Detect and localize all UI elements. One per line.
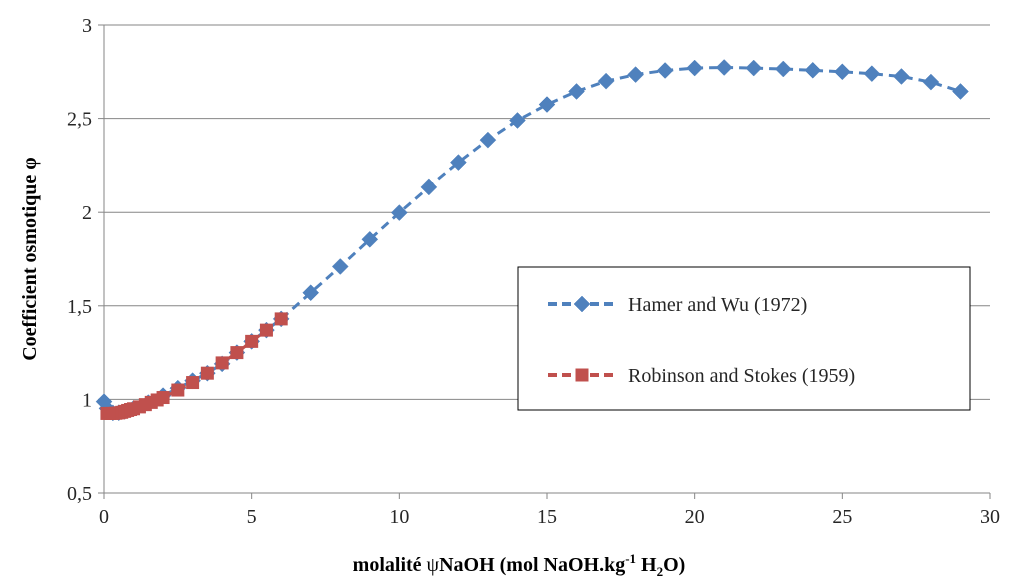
x-tick-label: 20: [685, 506, 705, 528]
data-point-diamond: [331, 258, 349, 275]
x-axis-title-after-sup: H: [636, 554, 657, 576]
legend-item-1: Hamer and Wu (1972): [548, 294, 807, 316]
y-tick-label: 1,5: [67, 296, 92, 318]
legend: Hamer and Wu (1972) Robinson and Stokes (…: [517, 266, 971, 411]
x-axis-title-prefix: molalité: [353, 554, 427, 576]
data-point-square: [245, 334, 259, 348]
x-axis-title-symbol: ψ: [427, 554, 440, 576]
y-tick-label: 0,5: [67, 483, 92, 505]
y-axis-ticks: 0,5 1 1,5 2 2,5 3: [67, 15, 104, 505]
data-point-diamond: [656, 62, 674, 79]
data-point-diamond: [390, 204, 408, 221]
y-tick-label: 2: [82, 202, 92, 224]
legend-box: [517, 266, 971, 411]
data-point-diamond: [450, 154, 467, 171]
legend-item-2: Robinson and Stokes (1959): [548, 365, 855, 387]
x-axis-title-sup: -1: [625, 551, 636, 566]
x-tick-label: 30: [980, 506, 1000, 528]
data-point-square: [259, 323, 273, 337]
legend-swatch-marker: [575, 368, 589, 382]
y-tick-label: 2,5: [67, 109, 92, 131]
x-axis-title-sub: 2: [657, 564, 664, 579]
plot-series: [95, 59, 969, 422]
data-point-diamond: [833, 63, 851, 81]
x-tick-label: 15: [537, 506, 557, 528]
legend-label: Robinson and Stokes (1959): [628, 365, 855, 387]
data-point-square: [200, 366, 214, 380]
y-axis-title: Coefficient osmotique φ: [19, 157, 41, 361]
x-axis-title-middle: NaOH (mol NaOH.kg: [439, 554, 625, 576]
x-tick-label: 0: [99, 506, 109, 528]
data-point-square: [230, 346, 244, 360]
data-point-diamond: [745, 59, 763, 77]
data-point-diamond: [597, 72, 615, 90]
legend-items: Hamer and Wu (1972) Robinson and Stokes (…: [548, 294, 855, 387]
data-point-diamond: [686, 59, 704, 77]
x-axis-ticks: 0 5 10 15 20 25 30: [99, 493, 1000, 528]
data-point-diamond: [922, 73, 940, 91]
y-tick-label: 3: [82, 15, 92, 37]
data-point-diamond: [715, 59, 733, 76]
x-tick-label: 5: [247, 506, 257, 528]
data-point-diamond: [568, 83, 585, 100]
data-point-diamond: [863, 65, 881, 83]
y-tick-label: 1: [82, 389, 92, 411]
legend-swatch-marker: [573, 295, 591, 313]
data-point-diamond: [420, 178, 438, 196]
data-point-square: [186, 376, 200, 390]
data-point-diamond: [804, 61, 822, 79]
x-axis-title-end: O): [663, 554, 685, 576]
x-tick-label: 10: [389, 506, 409, 528]
data-point-diamond: [302, 284, 320, 302]
data-point-diamond: [361, 230, 379, 248]
legend-label: Hamer and Wu (1972): [628, 294, 807, 316]
data-point-square: [274, 312, 288, 326]
data-point-diamond: [774, 60, 792, 78]
data-point-square: [171, 383, 185, 397]
data-point-diamond: [479, 131, 497, 149]
data-point-diamond: [627, 66, 644, 83]
x-axis-title: molalité ψNaOH (mol NaOH.kg-1 H2O): [353, 551, 686, 579]
data-point-square: [156, 391, 170, 405]
data-point-diamond: [952, 83, 969, 100]
data-point-diamond: [509, 112, 526, 129]
series-2: [100, 312, 288, 420]
series-line: [102, 65, 961, 415]
data-point-square: [215, 356, 229, 370]
x-tick-label: 25: [832, 506, 852, 528]
data-point-diamond: [538, 96, 556, 113]
data-point-diamond: [893, 68, 910, 85]
